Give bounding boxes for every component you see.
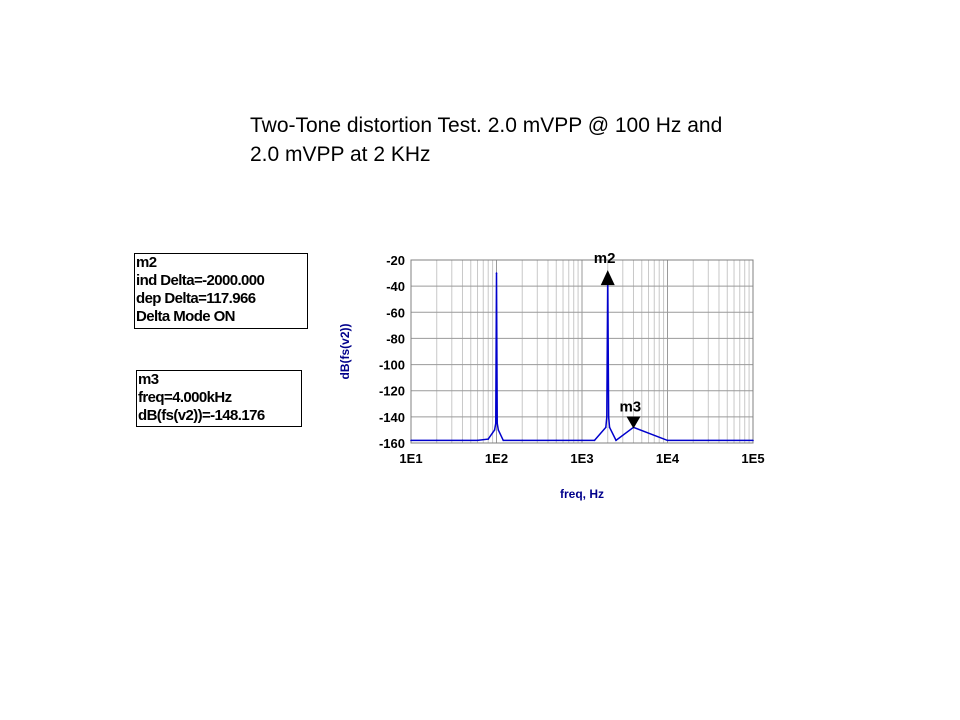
data-point [615, 439, 617, 442]
title-line-1: Two-Tone distortion Test. 2.0 mVPP @ 100… [250, 114, 723, 137]
marker-m2-delta-mode: Delta Mode ON [136, 308, 235, 325]
y-tick-label: -20 [386, 253, 405, 268]
y-tick-label: -100 [379, 358, 405, 373]
y-axis-label: dB(fs(v2)) [338, 323, 352, 379]
y-tick-label: -140 [379, 410, 405, 425]
data-point [607, 416, 610, 418]
data-point [487, 438, 490, 440]
data-point [461, 439, 464, 442]
marker-m2-name: m2 [136, 254, 157, 271]
x-tick-label: 1E5 [741, 451, 764, 466]
data-point [410, 439, 412, 442]
y-tick-label: -60 [386, 305, 405, 320]
data-point [494, 422, 497, 425]
data-point [581, 439, 583, 442]
data-point [555, 439, 558, 442]
marker-m3-name: m3 [138, 371, 159, 388]
x-tick-label: 1E4 [656, 451, 680, 466]
x-tick-label: 1E2 [485, 451, 508, 466]
y-tick-label: -120 [379, 384, 405, 399]
data-point [593, 439, 596, 442]
data-point [435, 439, 438, 442]
data-point [707, 439, 710, 442]
page-title: Two-Tone distortion Test. 2.0 mVPP @ 100… [250, 111, 850, 169]
marker-m2-triangle [600, 270, 615, 286]
marker-readout-m3[interactable]: m3 freq=4.000kHz dB(fs(v2))=-148.176 [136, 370, 302, 427]
data-point [495, 272, 498, 274]
x-tick-label: 1E3 [570, 451, 593, 466]
x-tick-label: 1E1 [399, 451, 422, 466]
marker-m2-label: m2 [594, 250, 616, 267]
data-point [502, 439, 505, 442]
marker-m3-label: m3 [619, 399, 641, 416]
data-point [605, 416, 608, 418]
x-axis-label: freq, Hz [560, 487, 604, 501]
marker-m3-triangle [626, 416, 641, 429]
marker-m3-value: dB(fs(v2))=-148.176 [138, 407, 265, 424]
data-point [497, 429, 500, 431]
data-point [521, 439, 524, 442]
marker-m2-dep-delta: dep Delta=117.966 [136, 290, 256, 307]
y-tick-label: -160 [379, 436, 405, 451]
plot-frame [410, 259, 754, 444]
title-line-2: 2.0 mVPP at 2 KHz [250, 143, 431, 166]
marker-m2-ind-delta: ind Delta=-2000.000 [136, 272, 265, 289]
chart-markers[interactable]: m2 m3 [594, 250, 641, 429]
data-point [608, 426, 611, 429]
chart-grid [410, 259, 753, 444]
y-tick-label: -80 [386, 331, 405, 346]
data-point [476, 439, 479, 442]
data-point [605, 426, 607, 429]
data-point [666, 439, 669, 442]
data-point [752, 439, 754, 442]
data-point [493, 429, 496, 431]
y-tick-label: -40 [386, 279, 405, 294]
marker-readout-m2[interactable]: m2 ind Delta=-2000.000 dep Delta=117.966… [134, 253, 308, 329]
data-point [496, 422, 499, 425]
trace-group [410, 272, 754, 442]
marker-m3-freq: freq=4.000kHz [138, 389, 232, 406]
